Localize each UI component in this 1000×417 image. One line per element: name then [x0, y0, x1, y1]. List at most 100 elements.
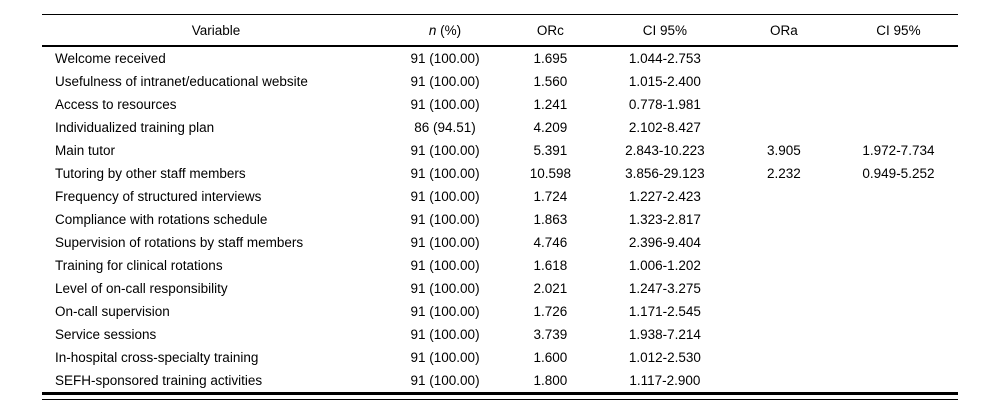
cell-orc: 1.726 — [533, 304, 568, 319]
table-row: Level of on-call responsibility 91 (100.0… — [42, 277, 958, 300]
table-body: Welcome received 91 (100.00) 1.695 1.044-2.… — [42, 46, 958, 394]
table-header: Variable n (%) ORc CI 95% ORa CI 95% — [42, 14, 958, 47]
cell-ora — [729, 116, 839, 139]
cell-orc: 1.863 — [533, 212, 568, 227]
cell-orc: 1.695 — [533, 51, 568, 66]
table-row: Service sessions 91 (100.00) 3.739 1.938-7.… — [42, 323, 958, 346]
col-header-n-pct: n (%) — [390, 14, 500, 47]
table-row: Tutoring by other staff members 91 (100.0… — [42, 162, 958, 185]
cell-orc: 4.209 — [533, 120, 568, 135]
cell-ora — [729, 46, 839, 70]
cell-ora — [729, 231, 839, 254]
cell-ci95-crude: 2.102-8.427 — [628, 120, 701, 135]
cell-ci95-crude: 2.396-9.404 — [628, 235, 701, 250]
cell-ora — [729, 93, 839, 116]
cell-ci95-crude: 1.012-2.530 — [628, 350, 701, 365]
cell-variable: Main tutor — [55, 143, 116, 158]
cell-ci95-adjusted — [839, 185, 958, 208]
cell-ci95-crude: 1.938-7.214 — [628, 327, 701, 342]
cell-variable: SEFH-sponsored training activities — [55, 373, 263, 388]
cell-ci95-crude: 1.044-2.753 — [628, 51, 701, 66]
cell-n-pct: 91 (100.00) — [410, 189, 480, 204]
cell-ora — [729, 70, 839, 93]
bottom-thin-rule — [42, 399, 958, 400]
cell-orc: 1.724 — [533, 189, 568, 204]
cell-n-pct: 91 (100.00) — [410, 304, 480, 319]
cell-ora — [729, 185, 839, 208]
cell-ci95-crude: 0.778-1.981 — [628, 97, 701, 112]
header-row: Variable n (%) ORc CI 95% ORa CI 95% — [42, 14, 958, 47]
table-row: SEFH-sponsored training activities 91 (10… — [42, 369, 958, 394]
cell-ci95-crude: 1.006-1.202 — [628, 258, 701, 273]
cell-variable: Service sessions — [55, 327, 157, 342]
table-row: Welcome received 91 (100.00) 1.695 1.044-2.… — [42, 46, 958, 70]
cell-variable: Level of on-call responsibility — [55, 281, 228, 296]
cell-ora — [729, 300, 839, 323]
table-row: Compliance with rotations schedule 91 (10… — [42, 208, 958, 231]
cell-ci95-crude: 1.117-2.900 — [629, 373, 701, 388]
paper-table-figure: Variable n (%) ORc CI 95% ORa CI 95% Wel… — [42, 14, 958, 400]
cell-ci95-adjusted — [839, 277, 958, 300]
cell-n-pct: 86 (94.51) — [414, 120, 476, 135]
cell-n-pct: 91 (100.00) — [410, 143, 480, 158]
table-row: Access to resources 91 (100.00) 1.241 0.778… — [42, 93, 958, 116]
table-row: Main tutor 91 (100.00) 5.391 2.843-10.223 3.… — [42, 139, 958, 162]
col-header-variable: Variable — [42, 14, 391, 47]
cell-orc: 3.739 — [533, 327, 568, 342]
cell-orc: 1.560 — [533, 74, 568, 89]
col-header-ci95-adjusted: CI 95% — [838, 14, 958, 47]
cell-n-pct: 91 (100.00) — [410, 74, 480, 89]
cell-ora — [729, 323, 839, 346]
cell-n-pct: 91 (100.00) — [410, 212, 480, 227]
cell-variable: Training for clinical rotations — [55, 258, 223, 273]
cell-variable: Supervision of rotations by staff member… — [55, 235, 304, 250]
cell-orc: 1.800 — [533, 373, 568, 388]
cell-ci95-crude: 1.323-2.817 — [628, 212, 701, 227]
table-row: Usefulness of intranet/educational websi… — [42, 70, 958, 93]
cell-ci95-adjusted: 0.949-5.252 — [862, 166, 935, 181]
cell-n-pct: 91 (100.00) — [410, 373, 480, 388]
cell-n-pct: 91 (100.00) — [410, 327, 480, 342]
cell-n-pct: 91 (100.00) — [410, 51, 480, 66]
cell-variable: Welcome received — [55, 51, 166, 66]
table-row: On-call supervision 91 (100.00) 1.726 1.171… — [42, 300, 958, 323]
results-table: Variable n (%) ORc CI 95% ORa CI 95% Wel… — [42, 14, 958, 395]
cell-variable: Individualized training plan — [55, 120, 215, 135]
cell-variable: Access to resources — [55, 97, 177, 112]
cell-ci95-crude: 3.856-29.123 — [625, 166, 705, 181]
cell-variable: Usefulness of intranet/educational websi… — [55, 74, 308, 89]
table-row: In-hospital cross-specialty training 91 (… — [42, 346, 958, 369]
cell-variable: Tutoring by other staff members — [55, 166, 246, 181]
cell-ora: 3.905 — [767, 143, 801, 158]
cell-n-pct: 91 (100.00) — [410, 350, 480, 365]
n-pct-suffix-label: (%) — [436, 22, 462, 38]
cell-ci95-crude: 1.247-3.275 — [628, 281, 701, 296]
cell-ci95-crude: 1.227-2.423 — [628, 189, 701, 204]
cell-ci95-adjusted — [839, 208, 958, 231]
cell-orc: 1.618 — [533, 258, 568, 273]
cell-ci95-adjusted — [839, 70, 958, 93]
cell-ci95-adjusted — [839, 254, 958, 277]
cell-n-pct: 91 (100.00) — [410, 235, 480, 250]
cell-ci95-adjusted: 1.972-7.734 — [862, 143, 935, 158]
table-row: Frequency of structured interviews 91 (10… — [42, 185, 958, 208]
cell-ci95-adjusted — [839, 93, 958, 116]
cell-ora — [729, 346, 839, 369]
cell-ci95-adjusted — [839, 300, 958, 323]
cell-ci95-crude: 2.843-10.223 — [625, 143, 705, 158]
cell-variable: On-call supervision — [55, 304, 170, 319]
cell-variable: Frequency of structured interviews — [55, 189, 262, 204]
cell-orc: 1.600 — [533, 350, 568, 365]
cell-ci95-adjusted — [839, 323, 958, 346]
table-row: Training for clinical rotations 91 (100.0… — [42, 254, 958, 277]
cell-ora — [729, 277, 839, 300]
cell-ci95-adjusted — [839, 231, 958, 254]
cell-orc: 4.746 — [533, 235, 568, 250]
table-row: Individualized training plan 86 (94.51) 4.… — [42, 116, 958, 139]
cell-orc: 10.598 — [529, 166, 572, 181]
cell-ci95-adjusted — [839, 116, 958, 139]
cell-orc: 1.241 — [533, 97, 568, 112]
n-italic-label: n — [428, 22, 437, 38]
cell-variable: Compliance with rotations schedule — [55, 212, 268, 227]
cell-orc: 2.021 — [533, 281, 568, 296]
